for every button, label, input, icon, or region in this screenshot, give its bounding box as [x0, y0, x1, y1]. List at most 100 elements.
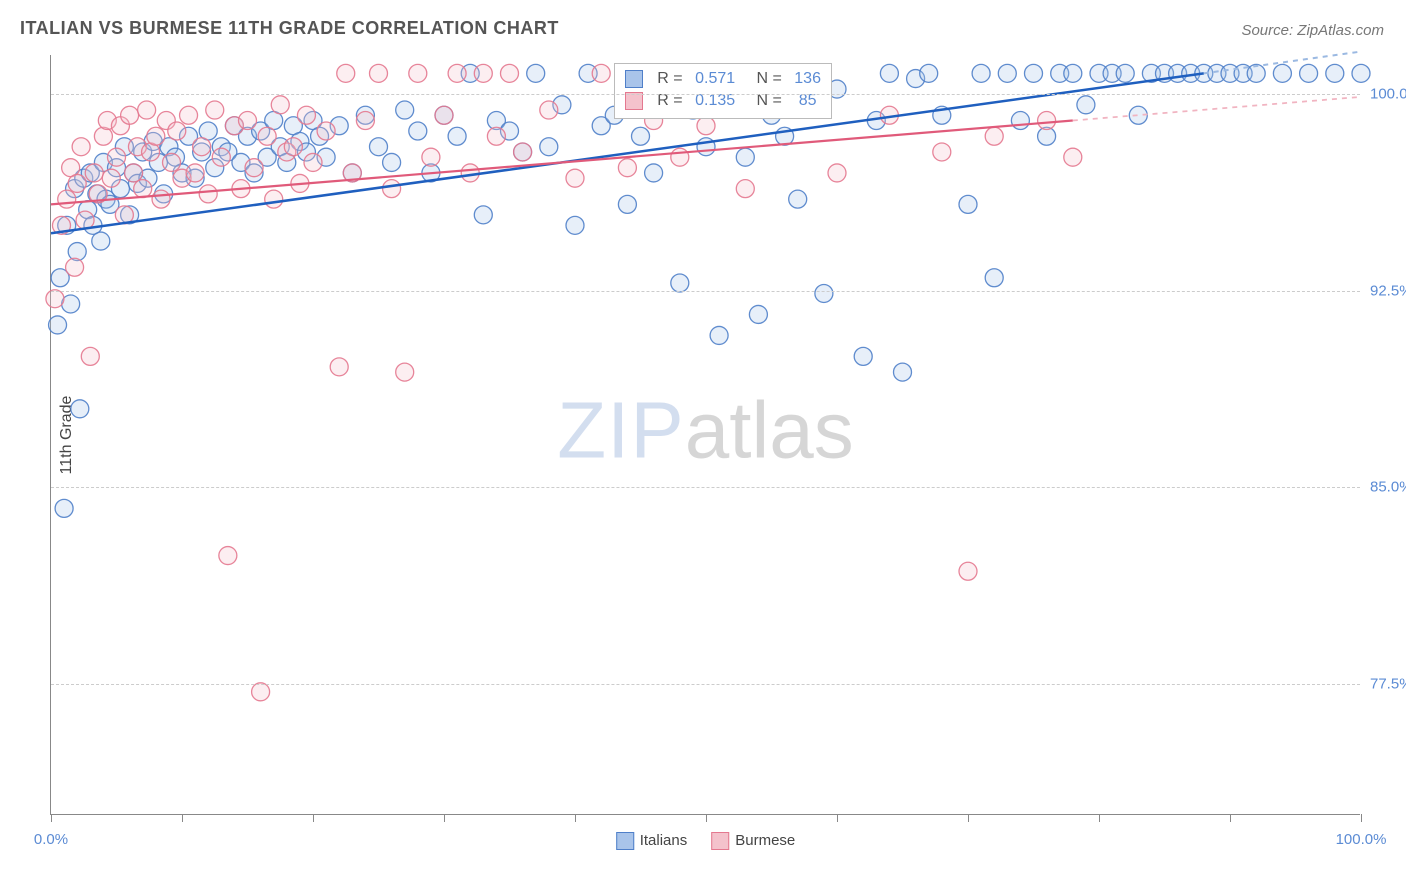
scatter-point: [94, 127, 112, 145]
scatter-point: [1025, 64, 1043, 82]
chart-svg: [51, 55, 1360, 814]
scatter-point: [959, 562, 977, 580]
scatter-point: [1273, 64, 1291, 82]
scatter-point: [81, 347, 99, 365]
scatter-point: [671, 148, 689, 166]
scatter-point: [108, 148, 126, 166]
gridline-h: [51, 94, 1360, 95]
scatter-point: [632, 127, 650, 145]
scatter-point: [815, 284, 833, 302]
scatter-point: [959, 195, 977, 213]
scatter-point: [337, 64, 355, 82]
scatter-point: [102, 169, 120, 187]
stat-label-N: N =: [743, 68, 786, 90]
scatter-point: [448, 127, 466, 145]
scatter-point: [422, 148, 440, 166]
scatter-point: [49, 316, 67, 334]
scatter-point: [697, 117, 715, 135]
stat-value-R: 0.571: [695, 68, 735, 90]
scatter-point: [265, 190, 283, 208]
plot-area: 11th Grade ZIPatlas R = 0.571 N = 136R =…: [50, 55, 1360, 815]
scatter-point: [618, 195, 636, 213]
scatter-point: [55, 499, 73, 517]
scatter-point: [985, 127, 1003, 145]
scatter-point: [461, 164, 479, 182]
trend-line-extrapolated: [1073, 97, 1361, 121]
scatter-point: [933, 143, 951, 161]
stats-legend-box: R = 0.571 N = 136R = 0.135 N = 85: [614, 63, 832, 119]
swatch-icon: [616, 832, 634, 850]
ytick-label: 77.5%: [1370, 675, 1406, 692]
scatter-point: [58, 190, 76, 208]
scatter-point: [540, 138, 558, 156]
scatter-point: [474, 206, 492, 224]
legend-label: Italians: [640, 832, 688, 849]
xtick: [968, 814, 969, 822]
scatter-point: [592, 64, 610, 82]
stats-row: R = 0.135 N = 85: [625, 90, 821, 112]
legend-item: Italians: [616, 832, 688, 850]
scatter-point: [163, 153, 181, 171]
scatter-point: [749, 305, 767, 323]
scatter-point: [199, 185, 217, 203]
scatter-point: [435, 106, 453, 124]
scatter-point: [46, 290, 64, 308]
ytick-label: 85.0%: [1370, 479, 1406, 496]
scatter-point: [284, 138, 302, 156]
scatter-point: [92, 232, 110, 250]
swatch-icon: [711, 832, 729, 850]
scatter-point: [370, 138, 388, 156]
scatter-point: [618, 159, 636, 177]
scatter-point: [134, 180, 152, 198]
legend-item: Burmese: [711, 832, 795, 850]
xtick: [444, 814, 445, 822]
ytick-label: 92.5%: [1370, 282, 1406, 299]
scatter-point: [985, 269, 1003, 287]
scatter-point: [297, 106, 315, 124]
scatter-point: [1326, 64, 1344, 82]
legend-label: Burmese: [735, 832, 795, 849]
scatter-point: [370, 64, 388, 82]
scatter-point: [671, 274, 689, 292]
scatter-point: [736, 180, 754, 198]
scatter-point: [789, 190, 807, 208]
scatter-point: [972, 64, 990, 82]
xtick: [1099, 814, 1100, 822]
scatter-point: [527, 64, 545, 82]
scatter-point: [66, 258, 84, 276]
scatter-point: [1116, 64, 1134, 82]
gridline-h: [51, 487, 1360, 488]
scatter-point: [854, 347, 872, 365]
scatter-point: [1064, 64, 1082, 82]
scatter-point: [1011, 112, 1029, 130]
scatter-point: [474, 64, 492, 82]
scatter-point: [186, 164, 204, 182]
scatter-point: [1064, 148, 1082, 166]
scatter-point: [212, 148, 230, 166]
scatter-point: [894, 363, 912, 381]
scatter-point: [880, 64, 898, 82]
xtick-label: 100.0%: [1336, 831, 1387, 848]
scatter-point: [645, 164, 663, 182]
chart-title: ITALIAN VS BURMESE 11TH GRADE CORRELATIO…: [20, 18, 559, 39]
swatch-icon: [625, 70, 643, 88]
scatter-point: [1077, 96, 1095, 114]
scatter-point: [168, 122, 186, 140]
scatter-point: [317, 122, 335, 140]
scatter-point: [121, 106, 139, 124]
scatter-point: [920, 64, 938, 82]
scatter-point: [396, 101, 414, 119]
scatter-point: [304, 153, 322, 171]
xtick: [51, 814, 52, 822]
xtick: [1230, 814, 1231, 822]
scatter-point: [125, 164, 143, 182]
scatter-point: [383, 180, 401, 198]
stat-value-R: 0.135: [695, 90, 735, 112]
scatter-point: [501, 64, 519, 82]
scatter-point: [330, 358, 348, 376]
xtick: [837, 814, 838, 822]
stat-label-N: N =: [743, 90, 786, 112]
gridline-h: [51, 684, 1360, 685]
source-attribution: Source: ZipAtlas.com: [1241, 22, 1384, 39]
scatter-point: [1038, 112, 1056, 130]
